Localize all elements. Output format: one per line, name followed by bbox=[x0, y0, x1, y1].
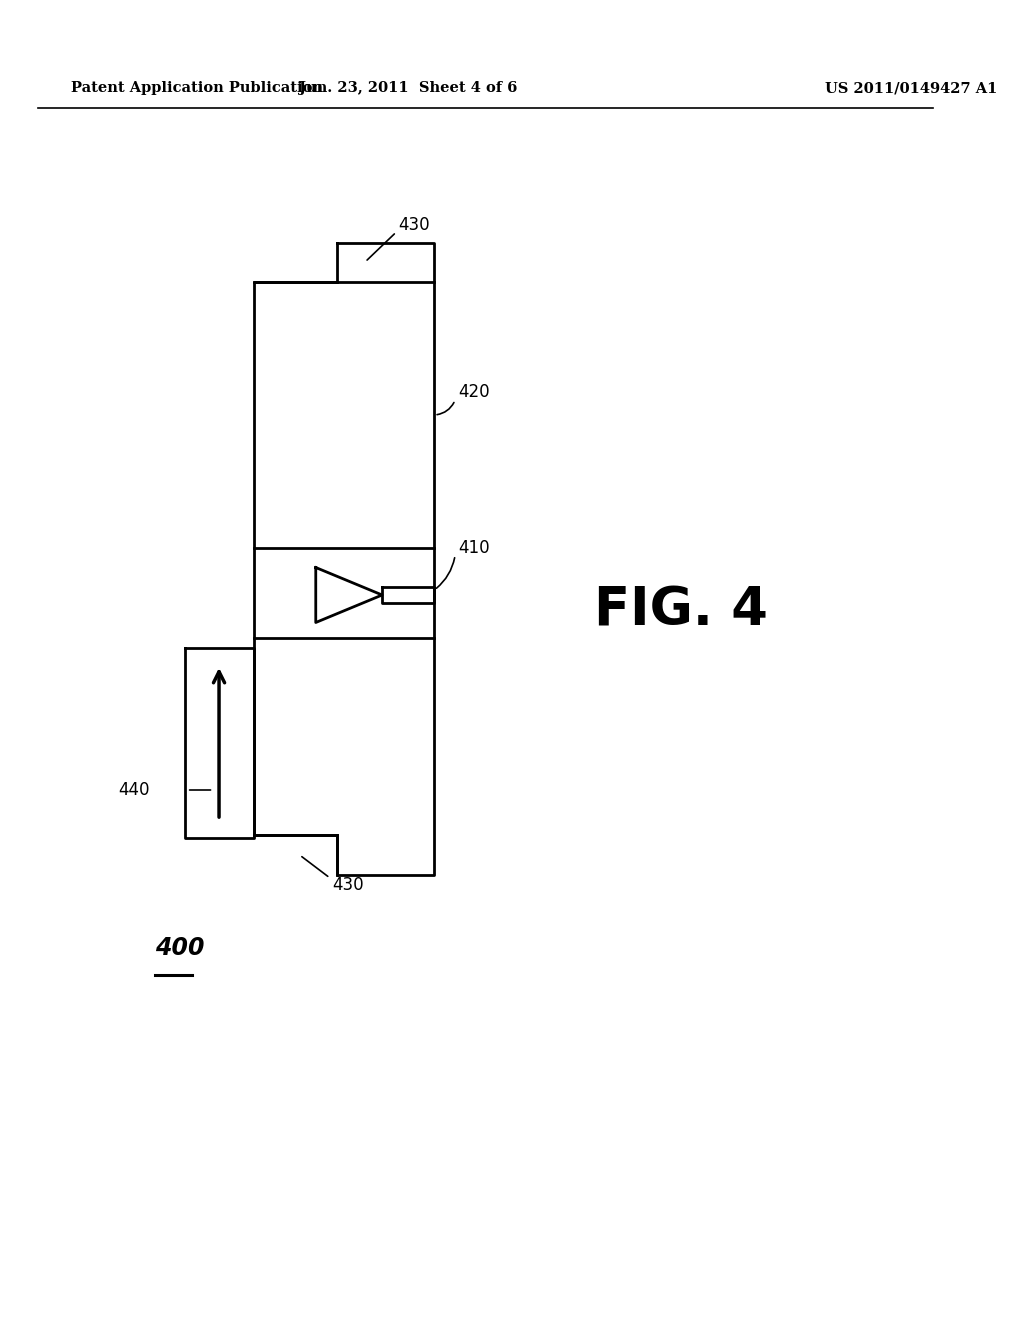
Text: FIG. 4: FIG. 4 bbox=[594, 583, 768, 636]
Text: 430: 430 bbox=[398, 216, 430, 234]
Text: 400: 400 bbox=[155, 936, 204, 960]
Text: Patent Application Publication: Patent Application Publication bbox=[71, 81, 324, 95]
Text: Jun. 23, 2011  Sheet 4 of 6: Jun. 23, 2011 Sheet 4 of 6 bbox=[299, 81, 517, 95]
Text: 420: 420 bbox=[458, 383, 489, 401]
Text: 410: 410 bbox=[458, 539, 489, 557]
Text: 430: 430 bbox=[332, 876, 364, 894]
Text: US 2011/0149427 A1: US 2011/0149427 A1 bbox=[825, 81, 997, 95]
Text: 440: 440 bbox=[119, 781, 150, 799]
